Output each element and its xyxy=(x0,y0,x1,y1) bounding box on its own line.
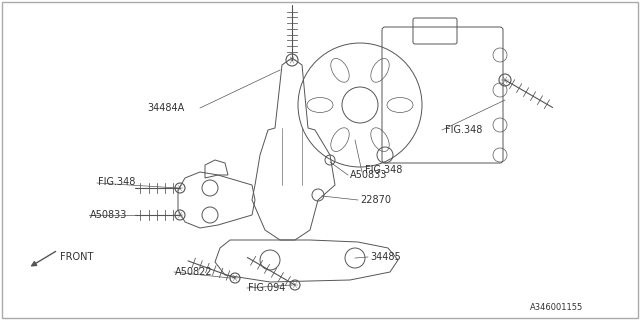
Text: 34485: 34485 xyxy=(370,252,401,262)
Text: 22870: 22870 xyxy=(360,195,391,205)
Text: FIG.348: FIG.348 xyxy=(98,177,136,187)
Text: A50822: A50822 xyxy=(175,267,212,277)
Text: A50833: A50833 xyxy=(90,210,127,220)
Text: FIG.094: FIG.094 xyxy=(248,283,285,293)
Text: A346001155: A346001155 xyxy=(530,303,583,313)
Text: A50833: A50833 xyxy=(350,170,387,180)
Text: 34484A: 34484A xyxy=(148,103,185,113)
Text: FIG.348: FIG.348 xyxy=(445,125,483,135)
Text: FRONT: FRONT xyxy=(60,252,93,262)
Text: FIG.348: FIG.348 xyxy=(365,165,403,175)
